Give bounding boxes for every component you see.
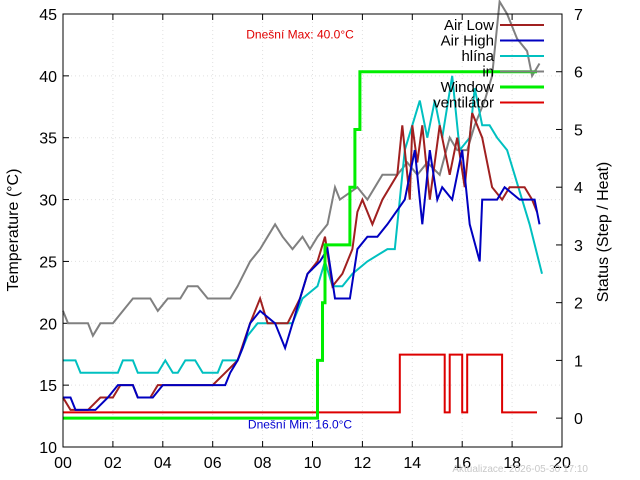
y2-tick-label: 5 xyxy=(574,122,583,139)
legend-label-window: Window xyxy=(441,79,495,96)
series-line-in xyxy=(62,0,541,338)
x-tick-label: 16 xyxy=(453,455,471,472)
x-tick-label: 14 xyxy=(403,455,421,472)
series-line-air-high xyxy=(63,149,541,411)
legend-label-air-low: Air Low xyxy=(444,17,494,34)
y-tick-label: 15 xyxy=(39,378,57,395)
x-tick-label: 08 xyxy=(254,455,272,472)
x-tick-label: 20 xyxy=(553,455,571,472)
series-line-ventil-tor xyxy=(63,353,537,414)
series-lines xyxy=(62,0,543,420)
y2-tick-label: 0 xyxy=(574,411,583,428)
legend-label-hl-na: hlína xyxy=(461,48,494,65)
min-temp-annotation: Dnešní Min: 16.0°C xyxy=(248,417,353,431)
y2-tick-label: 6 xyxy=(574,65,583,82)
x-tick-label: 18 xyxy=(503,455,521,472)
series-line-window xyxy=(63,70,537,420)
annotations: Dnešní Max: 40.0°C Dnešní Min: 16.0°C xyxy=(246,28,354,432)
y2-tick-label: 7 xyxy=(574,7,583,24)
x-tick-label: 04 xyxy=(154,455,172,472)
legend-label-air-high: Air High xyxy=(441,33,494,50)
y-tick-label: 10 xyxy=(39,440,57,457)
y2-tick-label: 4 xyxy=(574,180,583,197)
y-tick-label: 30 xyxy=(39,193,57,210)
footer-timestamp: Aktualizace: 2026-05-30 17:10 xyxy=(452,464,588,475)
y-tick-label: 35 xyxy=(39,131,57,148)
x-tick-label: 10 xyxy=(304,455,322,472)
y-tick-label: 20 xyxy=(39,316,57,333)
y2-tick-label: 3 xyxy=(574,238,583,255)
y2-tick-label: 1 xyxy=(574,353,583,370)
y-tick-label: 40 xyxy=(39,69,57,86)
y-tick-label: 25 xyxy=(39,254,57,271)
x-tick-label: 02 xyxy=(104,455,122,472)
plot-frame xyxy=(62,13,563,448)
legend-label-ventil-tor: ventilátor xyxy=(433,95,494,112)
x-tick-label: 06 xyxy=(204,455,222,472)
legend-label-in: in xyxy=(482,64,494,81)
x-tick-label: 12 xyxy=(354,455,372,472)
y-axis-title: Temperature (°C) xyxy=(5,169,22,292)
max-temp-annotation: Dnešní Max: 40.0°C xyxy=(246,28,354,42)
x-tick-label: 00 xyxy=(54,455,72,472)
y2-axis-title: Status (Step / Heat) xyxy=(595,162,612,303)
axis-ticks: 00 02 04 06 08 10 12 14 16 18 20101520253035404501… xyxy=(39,7,583,472)
series-line-hl-na xyxy=(63,75,543,374)
y-tick-label: 45 xyxy=(39,7,57,24)
y2-tick-label: 2 xyxy=(574,296,583,313)
